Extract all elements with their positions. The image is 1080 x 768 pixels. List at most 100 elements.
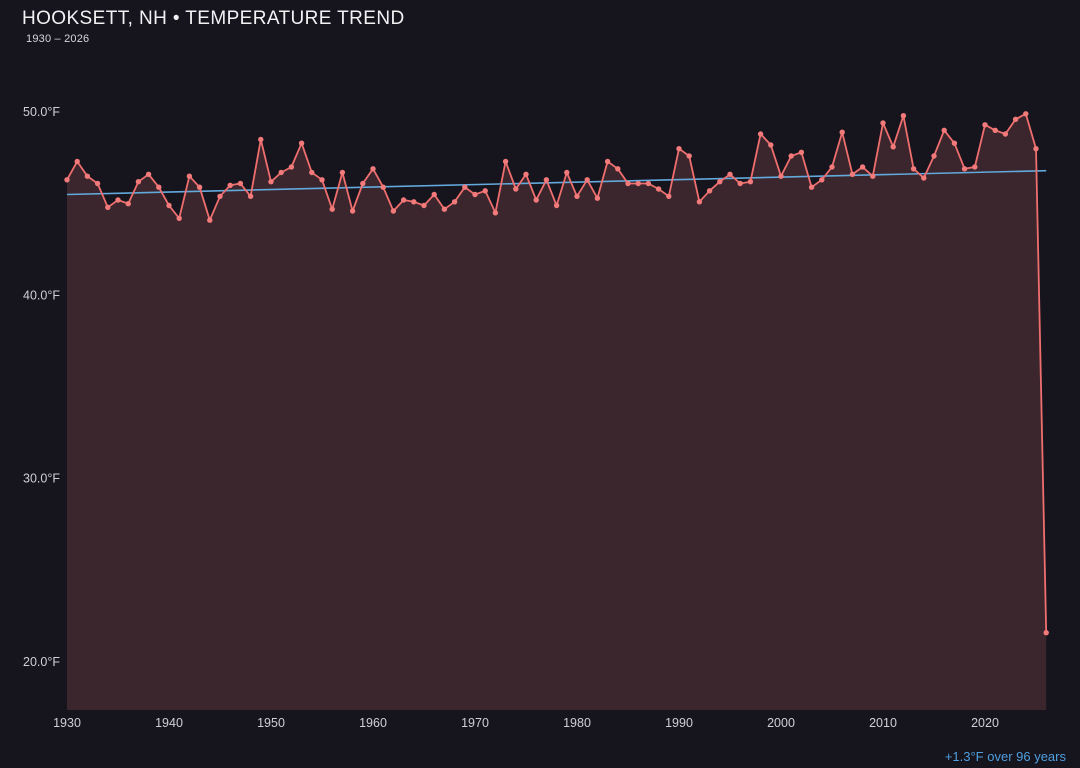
- data-point: [992, 127, 998, 133]
- data-point: [798, 149, 805, 155]
- data-point: [727, 171, 733, 177]
- data-point: [94, 180, 101, 187]
- data-point: [655, 186, 662, 192]
- data-point: [961, 166, 968, 172]
- data-point: [207, 217, 213, 223]
- data-point: [186, 173, 193, 179]
- x-tick-label: 1960: [359, 716, 387, 730]
- data-point: [808, 184, 815, 190]
- data-point: [105, 204, 111, 210]
- data-point: [645, 180, 652, 187]
- data-point: [1023, 111, 1029, 117]
- data-point: [462, 184, 468, 190]
- x-tick-label: 2010: [869, 716, 897, 730]
- data-point: [319, 177, 325, 183]
- y-tick-label: 30.0°F: [23, 472, 60, 486]
- x-tick-label: 2020: [971, 716, 999, 730]
- data-point: [411, 199, 417, 205]
- data-point: [431, 191, 437, 198]
- x-tick-label: 1990: [665, 716, 693, 730]
- data-point: [982, 122, 988, 128]
- data-point: [502, 158, 509, 165]
- x-tick-label: 1940: [155, 716, 183, 730]
- data-point: [64, 177, 70, 183]
- data-point: [951, 140, 958, 146]
- data-point: [247, 193, 254, 199]
- data-point: [145, 171, 152, 177]
- data-point: [217, 193, 223, 199]
- data-point: [1033, 146, 1039, 152]
- data-point: [972, 164, 978, 170]
- data-point: [604, 158, 611, 165]
- data-point: [451, 199, 458, 205]
- data-point: [298, 140, 305, 146]
- data-point: [747, 179, 754, 185]
- data-point: [472, 191, 478, 198]
- data-point: [594, 195, 601, 201]
- data-point: [380, 184, 386, 190]
- data-point: [390, 208, 397, 214]
- page-title: HOOKSETT, NH • TEMPERATURE TREND: [22, 8, 405, 29]
- data-point: [513, 186, 519, 192]
- data-point: [706, 188, 713, 194]
- data-point: [492, 210, 499, 216]
- data-point: [676, 146, 682, 152]
- data-point: [349, 208, 356, 214]
- data-point: [196, 184, 203, 190]
- area-fill: [67, 113, 1047, 711]
- chart-subtitle: 1930 – 2026: [26, 33, 90, 45]
- data-point: [819, 177, 825, 183]
- data-point: [339, 169, 346, 176]
- data-point: [543, 177, 550, 183]
- y-tick-label: 20.0°F: [23, 655, 60, 669]
- data-point: [625, 180, 631, 187]
- x-tick-label: 1930: [53, 716, 81, 730]
- data-point: [615, 166, 621, 172]
- data-point: [227, 182, 233, 188]
- data-point: [859, 164, 866, 170]
- data-point: [176, 215, 182, 221]
- data-point: [717, 179, 723, 185]
- y-tick-label: 50.0°F: [23, 105, 60, 119]
- data-point: [482, 188, 488, 194]
- x-tick-label: 1980: [563, 716, 591, 730]
- data-point: [941, 127, 947, 133]
- data-point: [441, 206, 448, 212]
- data-point: [931, 153, 937, 159]
- data-point: [910, 166, 917, 172]
- x-tick-label: 1970: [461, 716, 489, 730]
- data-point: [921, 175, 927, 181]
- data-point: [788, 153, 794, 159]
- data-point: [839, 129, 845, 135]
- data-point: [166, 202, 172, 209]
- data-point: [329, 206, 335, 212]
- data-point: [1043, 630, 1049, 636]
- data-point: [890, 144, 896, 150]
- data-point: [135, 179, 142, 185]
- data-point: [258, 136, 264, 143]
- data-point: [1002, 131, 1009, 137]
- data-point: [115, 197, 121, 203]
- data-point: [778, 173, 784, 179]
- data-point: [288, 164, 295, 170]
- data-point: [533, 197, 539, 203]
- data-point: [635, 180, 641, 187]
- data-point: [237, 180, 244, 187]
- data-point: [278, 169, 284, 176]
- data-point: [309, 169, 315, 176]
- data-point: [768, 142, 774, 148]
- data-point: [849, 171, 856, 177]
- data-point: [74, 158, 80, 165]
- data-point: [574, 193, 580, 199]
- y-tick-label: 40.0°F: [23, 288, 60, 302]
- data-point: [829, 164, 835, 170]
- data-point: [84, 173, 91, 179]
- data-point: [686, 153, 692, 159]
- data-point: [370, 166, 376, 172]
- data-point: [268, 179, 274, 185]
- data-point: [666, 193, 672, 199]
- data-point: [523, 171, 529, 177]
- x-tick-label: 2000: [767, 716, 795, 730]
- x-tick-label: 1950: [257, 716, 285, 730]
